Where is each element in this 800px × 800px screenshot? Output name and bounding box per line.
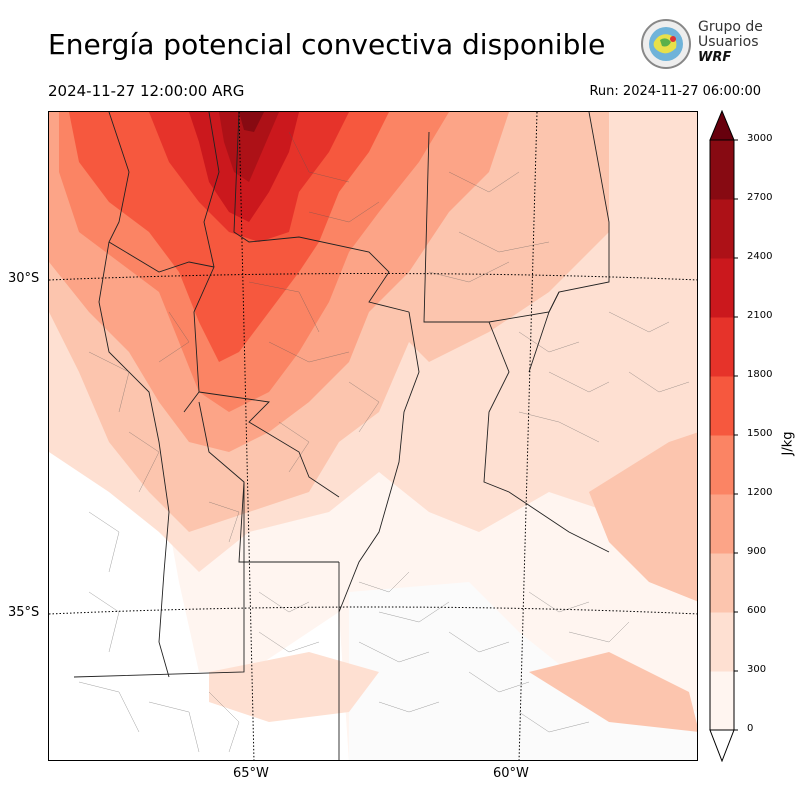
colorbar-segment: [710, 317, 734, 377]
colorbar-segment: [710, 494, 734, 554]
colorbar-tick-label: 1500: [747, 428, 773, 439]
logo-line-3: WRF: [698, 50, 732, 65]
colorbar-tick-label: 1800: [747, 369, 773, 380]
cape-map: [48, 111, 698, 761]
logo-line-1: Grupo de: [698, 19, 763, 35]
colorbar-extend-max: [709, 110, 735, 141]
colorbar-tick-label: 3000: [747, 133, 773, 144]
wrf-logo: Grupo de Usuarios WRF: [638, 16, 768, 74]
lat-label-30s: 30°S: [8, 271, 40, 286]
colorbar-tick-label: 2400: [747, 251, 773, 262]
colorbar-segment: [710, 376, 734, 436]
colorbar-tick-label: 0: [747, 723, 754, 734]
lat-label-35s: 35°S: [8, 605, 40, 620]
colorbar-tick-label: 2100: [747, 310, 773, 321]
map-title: Energía potencial convectiva disponible: [48, 28, 606, 61]
colorbar-tick-label: 2700: [747, 192, 773, 203]
logo-line-2: Usuarios: [698, 34, 759, 50]
lon-label-65w: 65°W: [233, 766, 269, 781]
run-time: Run: 2024-11-27 06:00:00: [589, 84, 761, 99]
colorbar-extend-min: [709, 729, 735, 762]
colorbar-segment: [710, 258, 734, 318]
cape-field: [49, 112, 697, 760]
colorbar-segment: [710, 612, 734, 672]
colorbar: [709, 110, 738, 762]
valid-time: 2024-11-27 12:00:00 ARG: [48, 82, 245, 100]
colorbar-tick-label: 600: [747, 605, 767, 616]
colorbar-tick-label: 1200: [747, 487, 773, 498]
lon-label-60w: 60°W: [493, 766, 529, 781]
colorbar-segment: [710, 199, 734, 259]
colorbar-segment: [710, 140, 734, 200]
colorbar-segment: [710, 435, 734, 495]
colorbar-unit: J/kg: [780, 431, 796, 456]
colorbar-segment: [710, 553, 734, 613]
colorbar-tick-label: 300: [747, 664, 767, 675]
colorbar-tick-label: 900: [747, 546, 767, 557]
globe-icon: [641, 19, 691, 69]
colorbar-segment: [710, 671, 734, 731]
